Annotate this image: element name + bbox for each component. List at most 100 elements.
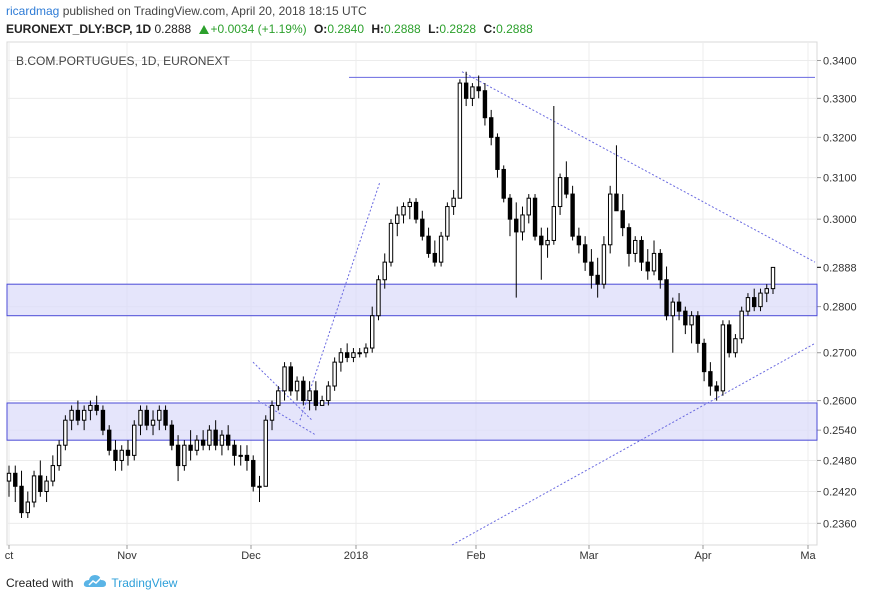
candle-body <box>38 475 43 493</box>
x-tick-label: Ma <box>800 550 816 562</box>
ohlc-header: EURONEXT_DLY:BCP, 1D 0.2888 +0.0034 (+1.… <box>6 22 533 36</box>
y-tick-label: 0.2540 <box>823 425 857 437</box>
descending-trendline <box>461 71 816 263</box>
x-tick-label: Mar <box>580 550 599 562</box>
candle-body <box>188 444 193 451</box>
candle-body <box>470 86 475 99</box>
open-label: O: <box>313 22 328 36</box>
candle-body <box>601 244 607 285</box>
support-zone <box>6 402 818 441</box>
x-tick-label: Feb <box>467 550 486 562</box>
y-tick-label: 0.2600 <box>823 396 857 408</box>
author-link[interactable]: ricardmag <box>6 4 60 18</box>
candle-body <box>182 444 187 467</box>
candle-body <box>520 214 525 233</box>
close-label: C: <box>483 22 497 36</box>
candle-body <box>6 472 12 482</box>
candle-body <box>207 429 212 446</box>
candle-body <box>626 227 632 254</box>
candle-body <box>44 480 49 493</box>
candle-body <box>457 82 463 199</box>
candle-body <box>363 347 369 354</box>
candle-body <box>19 485 24 514</box>
candle-body <box>326 385 331 402</box>
candle-body <box>113 449 118 461</box>
y-tick-label: 0.3000 <box>823 214 857 226</box>
candle-body <box>651 252 657 272</box>
candle-body <box>413 201 419 220</box>
y-tick-label: 0.2420 <box>823 487 857 499</box>
y-tick-label: 0.2480 <box>823 455 857 467</box>
chart-title: B.COM.PORTUGUES, 1D, EURONEXT <box>16 54 230 68</box>
candle-body <box>213 429 218 446</box>
y-tick-label: 0.2700 <box>823 348 857 360</box>
candle-body <box>370 315 375 349</box>
candle-body <box>125 449 131 456</box>
candle-body <box>445 206 450 237</box>
y-tick-label: 0.2800 <box>823 302 857 314</box>
candle-body <box>332 361 337 387</box>
candle-body <box>426 235 431 254</box>
candle-body <box>701 342 707 373</box>
candle-body <box>507 197 513 220</box>
candle-body <box>708 371 713 387</box>
footer: Created with TradingView <box>6 574 177 591</box>
candle-body <box>683 310 688 326</box>
y-tick-label: 0.3200 <box>823 132 857 144</box>
tradingview-brand-link[interactable]: TradingView <box>111 575 178 590</box>
candle-body <box>658 252 663 281</box>
candle-body <box>739 310 744 340</box>
candle-body <box>25 501 30 514</box>
candle-body <box>582 244 588 263</box>
candle-body <box>752 297 757 308</box>
candle-body <box>144 409 149 426</box>
tradingview-logo-icon[interactable] <box>83 574 107 591</box>
candle-body <box>589 261 594 276</box>
candle-body <box>31 475 37 503</box>
open-value: 0.2840 <box>327 22 365 36</box>
publish-info: ricardmag published on TradingView.com, … <box>6 4 367 18</box>
candle-body <box>200 439 206 446</box>
candle-body <box>714 385 719 392</box>
candle-body <box>238 454 243 457</box>
published-text: published on TradingView.com, April 20, … <box>62 4 367 18</box>
candle-body <box>401 206 406 216</box>
candle-body <box>595 274 600 285</box>
candle-body <box>351 352 356 358</box>
candle-body <box>526 197 531 216</box>
candle-body <box>150 419 156 426</box>
candle-body <box>689 315 694 326</box>
x-tick-label: Nov <box>117 550 137 562</box>
candle-body <box>438 235 444 263</box>
candle-body <box>488 117 494 138</box>
candle-body <box>720 324 726 392</box>
high-label: H: <box>371 22 385 36</box>
candle-body <box>56 444 62 467</box>
support-zone <box>6 283 818 317</box>
candle-body <box>313 390 319 406</box>
candle-body <box>407 201 412 208</box>
candle-body <box>639 239 644 263</box>
candle-body <box>633 239 638 254</box>
x-tick-label: Dec <box>241 550 261 562</box>
candle-body <box>94 404 99 411</box>
low-value: 0.2828 <box>439 22 477 36</box>
candle-body <box>664 279 669 317</box>
candle-body <box>232 444 237 456</box>
y-tick-label: 0.3400 <box>823 56 857 68</box>
candle-body <box>495 136 500 170</box>
candle-body <box>501 168 506 199</box>
candle-body <box>244 454 250 461</box>
y-tick-label: 0.3300 <box>823 93 857 105</box>
candle-body <box>50 465 56 482</box>
candle-body <box>676 301 682 312</box>
candle-body <box>745 297 751 312</box>
candle-body <box>13 472 18 487</box>
candle-body <box>514 218 519 233</box>
candle-body <box>282 366 287 392</box>
candle-body <box>764 288 769 294</box>
candle-body <box>758 292 763 308</box>
candle-body <box>251 459 256 487</box>
candle-body <box>276 390 281 406</box>
